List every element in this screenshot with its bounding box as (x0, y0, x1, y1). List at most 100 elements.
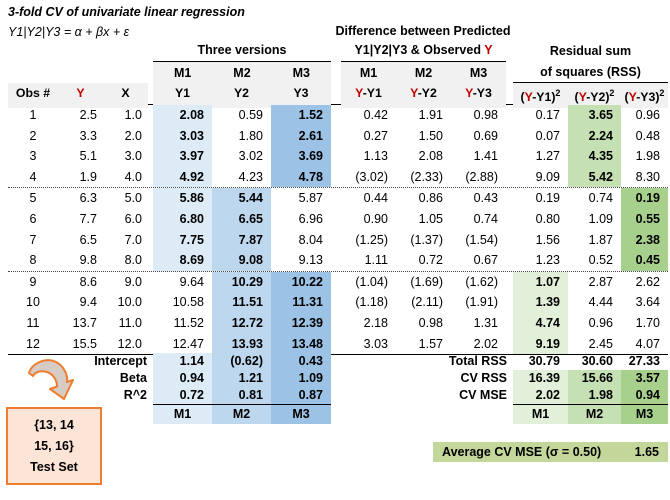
col-sq-1: (Y-Y1)2 (513, 83, 568, 109)
cell-d2: (1.69) (410, 274, 443, 289)
cell-y: 7.7 (79, 211, 97, 226)
r2-m3: 0.87 (271, 387, 331, 404)
r2-m2: 0.81 (212, 387, 271, 404)
cell-obs: 9 (29, 274, 37, 289)
r2-m1: 0.72 (153, 387, 212, 404)
cell-x: 10.0 (117, 295, 142, 310)
footer-model-row: M1 M2 M3 M1 M2 M3 (8, 404, 668, 424)
rss-header-line1: Residual sum (549, 44, 632, 58)
column-gap (506, 105, 513, 126)
col-y2: Y2 (212, 83, 271, 109)
model-equation: Y1|Y2|Y3 = α + βx + ε (8, 25, 130, 39)
cell-y3: 4.78 (271, 166, 331, 188)
cell-y1: 9.64 (179, 274, 204, 289)
observation-table: 1 2.5 1.0 2.08 0.59 1.52 0.42 1.91 0.98 0.17 3.65 0… (8, 105, 668, 356)
cell-x: 1.0 (124, 108, 142, 122)
cell-s1: 1.23 (535, 253, 560, 268)
intercept-label: Intercept (94, 354, 147, 368)
cell-y: 5.1 (79, 149, 97, 164)
cell-s1: 1.56 (535, 232, 560, 247)
cell-y1: 4.92 (153, 166, 212, 188)
col-x: X (103, 83, 148, 109)
cell-s1: 1.07 (513, 271, 568, 293)
cell-y3: 13.48 (271, 333, 331, 355)
cell-x: 5.0 (124, 191, 142, 206)
cell-s1: 0.80 (535, 211, 560, 226)
cell-s2: 0.52 (588, 253, 613, 268)
cv-rss-m1: 16.39 (513, 370, 568, 387)
model-band-differences: M1 M2 M3 (341, 61, 506, 84)
cell-x: 6.0 (124, 211, 142, 226)
column-gap (331, 188, 341, 209)
column-gap (506, 209, 513, 230)
col-diff-2: Y-Y2 (396, 83, 451, 109)
average-cv-mse-label: Average CV MSE (σ = 0.50) (442, 445, 602, 459)
test-set-note: {13, 14 15, 16} Test Set (6, 407, 102, 485)
average-cv-mse-bar: Average CV MSE (σ = 0.50) 1.65 (433, 442, 668, 462)
sheet-title: 3-fold CV of univariate linear regressio… (8, 5, 245, 19)
cell-d2: 2.08 (418, 149, 443, 164)
cell-y: 1.9 (79, 169, 97, 184)
cell-d1: (1.18) (355, 295, 388, 310)
cell-d3: 0.98 (473, 108, 498, 122)
cell-y3: 9.13 (298, 253, 323, 268)
summary-row-1: Intercept 1.14 (0.62) 0.43 Total RSS 30.… (8, 353, 668, 370)
cell-s2: 2.24 (568, 125, 621, 147)
cell-x: 12.0 (117, 336, 142, 351)
cell-d1: 1.13 (363, 149, 388, 164)
cv-mse-m1: 2.02 (513, 387, 568, 404)
cell-y3: 2.61 (271, 125, 331, 147)
cell-y1: 5.86 (153, 188, 212, 209)
cell-d2: 1.91 (418, 108, 443, 122)
cell-d1: (1.25) (355, 232, 388, 247)
average-cv-mse-value: 1.65 (634, 445, 659, 459)
cell-s2: 3.65 (568, 105, 621, 126)
table-row: 10 9.4 10.0 10.58 11.51 11.31 (1.18) (2.11) (1.9… (8, 292, 668, 313)
column-gap (331, 126, 341, 147)
cell-s3: 0.55 (621, 208, 668, 230)
cell-y3: 1.52 (271, 105, 331, 126)
cv-mse-m3: 0.94 (621, 387, 668, 404)
cell-s1: 0.17 (535, 108, 560, 122)
column-gap (331, 292, 341, 313)
cell-y: 3.3 (79, 128, 97, 143)
cell-y3: 10.22 (271, 271, 331, 293)
table-row: 1 2.5 1.0 2.08 0.59 1.52 0.42 1.91 0.98 0.17 3.65 0… (8, 105, 668, 126)
cell-y2: 5.44 (212, 188, 271, 209)
cell-obs: 10 (26, 295, 40, 310)
cell-y1: 6.80 (153, 208, 212, 230)
cell-s2: 1.87 (588, 232, 613, 247)
cell-d2: 0.86 (418, 191, 443, 206)
m2-label: M2 (233, 65, 251, 80)
cell-obs: 11 (26, 315, 40, 330)
cell-s3: 0.48 (635, 128, 660, 143)
beta-m2: 1.21 (212, 370, 271, 387)
cell-obs: 6 (29, 211, 37, 226)
cell-y3: 8.04 (298, 232, 323, 247)
cell-x: 4.0 (124, 169, 142, 184)
summary-row-3: R^2 0.72 0.81 0.87 CV MSE 2.02 1.98 0.94 (8, 387, 668, 404)
cell-y: 9.8 (79, 253, 97, 268)
col-y3: Y3 (271, 83, 331, 109)
cell-s3: 4.07 (635, 336, 660, 351)
cell-s2: 0.96 (588, 315, 613, 330)
column-header-row: Obs # Y X Y1 Y2 Y3 Y-Y1 Y-Y2 Y-Y3 (Y-Y1)… (8, 83, 668, 109)
cell-s2: 4.44 (588, 295, 613, 310)
cell-y: 15.5 (72, 336, 97, 351)
beta-m3: 1.09 (271, 370, 331, 387)
total-rss-m3: 27.33 (628, 354, 660, 368)
cv-rss-m2: 15.66 (568, 370, 621, 387)
col-observed-y: Y (58, 83, 103, 109)
cell-x: 9.0 (124, 274, 142, 289)
cell-x: 2.0 (124, 128, 142, 143)
m3-label: M3 (469, 65, 488, 80)
total-rss-m1: 30.79 (528, 354, 560, 368)
table-row: 3 5.1 3.0 3.97 3.02 3.69 1.13 2.08 1.41 1.27 4.35 1… (8, 146, 668, 167)
cell-d1: 2.18 (363, 315, 388, 330)
table-row: 6 7.7 6.0 6.80 6.65 6.96 0.90 1.05 0.74 0.80 1.09 0… (8, 208, 668, 230)
difference-header-line2: Y1|Y2|Y3 & Observed Y (354, 43, 493, 57)
table-row: 2 3.3 2.0 3.03 1.80 2.61 0.27 1.50 0.69 0.07 2.24 0… (8, 125, 668, 147)
cell-d2: 1.50 (418, 128, 443, 143)
cell-s1: 9.09 (535, 169, 560, 184)
